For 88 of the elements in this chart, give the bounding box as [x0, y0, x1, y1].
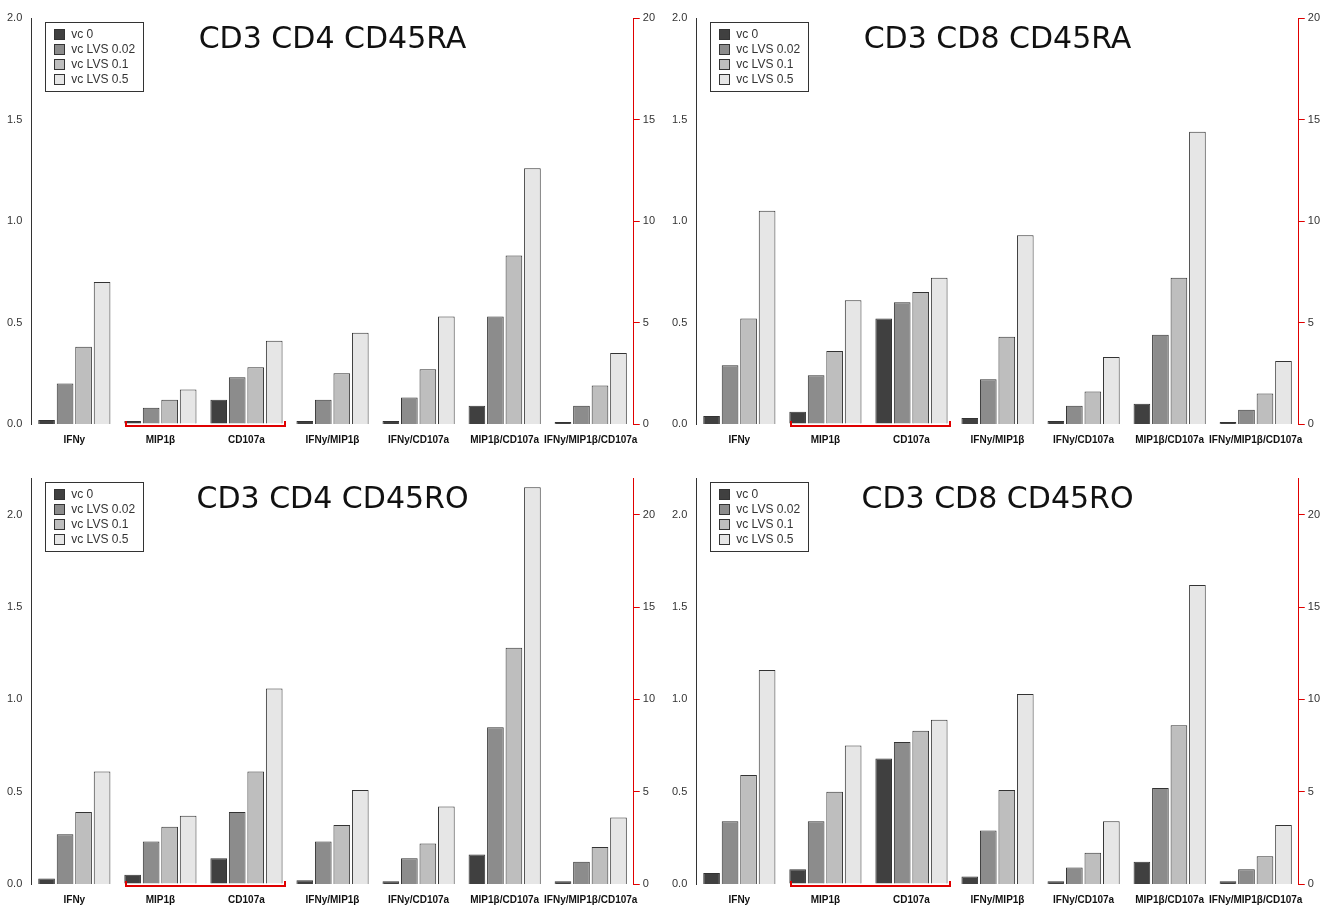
y-tick-label: 2.0: [6, 507, 23, 520]
y2-tick-label: 0: [642, 417, 649, 430]
y2-tick-label: 10: [1307, 214, 1321, 227]
y2-tick-label: 15: [642, 112, 656, 125]
x-tick-label: IFNy: [728, 433, 751, 445]
legend-label: vc LVS 0.02: [736, 42, 801, 57]
y-tick-label: 0.5: [6, 315, 23, 328]
x-tick-label: IFNy/CD107a: [388, 893, 450, 905]
legend-label: vc LVS 0.5: [736, 72, 794, 87]
y-tick-label: 2.0: [671, 11, 688, 24]
legend-label: vc 0: [736, 27, 759, 42]
y-tick-label: 2.0: [671, 507, 688, 520]
y-tick-label: 1.0: [6, 214, 23, 227]
y-tick-label: 0.5: [6, 784, 23, 797]
y-tick-label: 1.5: [6, 600, 23, 613]
legend-label: vc LVS 0.1: [736, 517, 794, 532]
x-tick-label: MIP1β: [810, 893, 841, 905]
y2-tick-label: 0: [1307, 877, 1314, 890]
y-tick-label: 0.0: [6, 417, 23, 430]
y-tick-label: 0.0: [671, 417, 688, 430]
y-tick-label: 1.0: [671, 692, 688, 705]
legend-label: vc LVS 0.5: [71, 532, 129, 547]
x-tick-label: IFNy/MIP1β: [305, 893, 360, 905]
x-tick-label: IFNy: [63, 433, 86, 445]
y2-tick-label: 20: [1307, 11, 1321, 24]
x-tick-label: MIP1β: [145, 433, 176, 445]
y-tick-label: 0.0: [671, 877, 688, 890]
legend-label: vc LVS 0.02: [71, 42, 136, 57]
y2-tick-label: 20: [1307, 507, 1321, 520]
x-tick-label: IFNy/MIP1β: [970, 433, 1025, 445]
x-tick-label: IFNy/MIP1β/CD107a: [544, 433, 638, 445]
y-tick-label: 1.5: [671, 600, 688, 613]
y2-tick-label: 0: [1307, 417, 1314, 430]
chart-title: CD3 CD8 CD45RA: [863, 20, 1132, 55]
y-tick-label: 0.5: [671, 784, 688, 797]
x-tick-label: MIP1β: [810, 433, 841, 445]
y-tick-label: 1.0: [671, 214, 688, 227]
y2-tick-label: 5: [642, 315, 649, 328]
x-tick-label: CD107a: [228, 433, 266, 445]
y2-tick-label: 20: [642, 507, 656, 520]
y2-tick-label: 5: [1307, 784, 1314, 797]
legend-label: vc LVS 0.02: [71, 502, 136, 517]
legend-label: vc LVS 0.1: [736, 57, 794, 72]
y2-tick-label: 15: [1307, 112, 1321, 125]
y2-tick-label: 10: [642, 692, 656, 705]
x-tick-label: MIP1β: [145, 893, 176, 905]
y2-tick-label: 15: [1307, 600, 1321, 613]
x-tick-label: IFNy/MIP1β: [305, 433, 360, 445]
x-tick-label: CD107a: [228, 893, 266, 905]
y2-tick-label: 15: [642, 600, 656, 613]
x-tick-label: IFNy/MIP1β/CD107a: [1209, 433, 1303, 445]
y2-tick-label: 20: [642, 11, 656, 24]
legend-label: vc 0: [71, 27, 94, 42]
x-tick-label: IFNy/MIP1β/CD107a: [1209, 893, 1303, 905]
legend-label: vc 0: [736, 487, 759, 502]
legend-label: vc 0: [71, 487, 94, 502]
y-tick-label: 2.0: [6, 11, 23, 24]
y2-tick-label: 10: [642, 214, 656, 227]
x-tick-label: IFNy/MIP1β/CD107a: [544, 893, 638, 905]
x-tick-label: MIP1β/CD107a: [470, 433, 540, 445]
legend-label: vc LVS 0.5: [71, 72, 129, 87]
legend-label: vc LVS 0.1: [71, 517, 129, 532]
chart-title: CD3 CD4 CD45RO: [196, 480, 469, 515]
x-tick-label: IFNy: [728, 893, 751, 905]
legend-label: vc LVS 0.02: [736, 502, 801, 517]
y-tick-label: 1.5: [6, 112, 23, 125]
x-tick-label: CD107a: [893, 433, 931, 445]
legend-label: vc LVS 0.5: [736, 532, 794, 547]
x-tick-label: MIP1β/CD107a: [1135, 433, 1205, 445]
x-tick-label: MIP1β/CD107a: [470, 893, 540, 905]
y-tick-label: 1.0: [6, 692, 23, 705]
y-tick-label: 0.5: [671, 315, 688, 328]
y2-tick-label: 10: [1307, 692, 1321, 705]
y2-tick-label: 5: [642, 784, 649, 797]
x-tick-label: MIP1β/CD107a: [1135, 893, 1205, 905]
x-tick-label: IFNy: [63, 893, 86, 905]
y-tick-label: 0.0: [6, 877, 23, 890]
x-tick-label: IFNy/CD107a: [1053, 433, 1115, 445]
chart-title: CD3 CD8 CD45RO: [861, 480, 1134, 515]
x-tick-label: IFNy/CD107a: [388, 433, 450, 445]
y2-tick-label: 0: [642, 877, 649, 890]
legend-label: vc LVS 0.1: [71, 57, 129, 72]
chart-title: CD3 CD4 CD45RA: [198, 20, 467, 55]
x-tick-label: IFNy/CD107a: [1053, 893, 1115, 905]
y-tick-label: 1.5: [671, 112, 688, 125]
x-tick-label: CD107a: [893, 893, 931, 905]
y2-tick-label: 5: [1307, 315, 1314, 328]
x-tick-label: IFNy/MIP1β: [970, 893, 1025, 905]
